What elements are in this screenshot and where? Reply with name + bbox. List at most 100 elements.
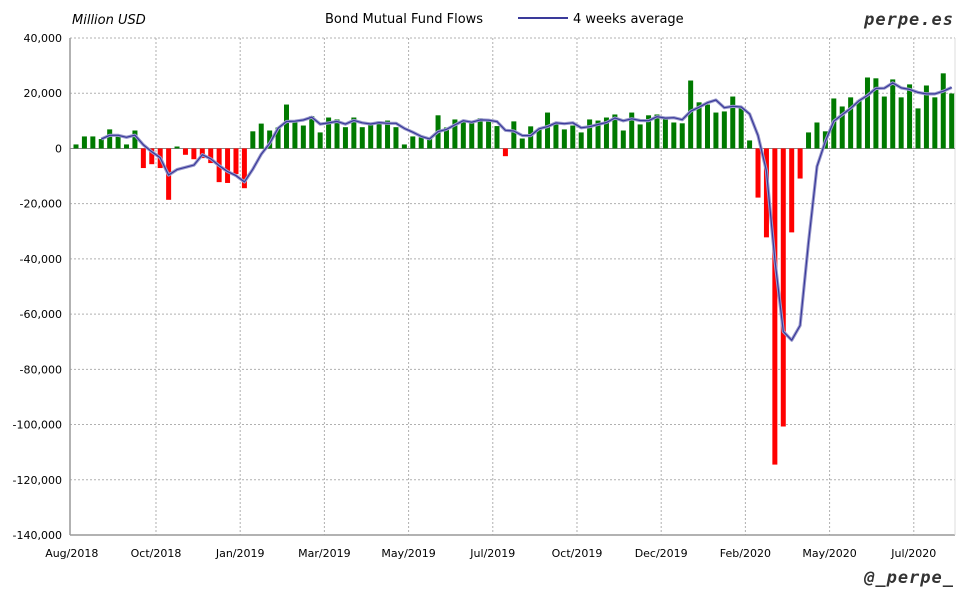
flow-bar xyxy=(460,120,466,149)
flow-bar xyxy=(907,84,913,149)
x-axis-ticks: Aug/2018 Oct/2018 Jan/2019 Mar/2019 May/2019… xyxy=(45,547,936,560)
flow-bar xyxy=(292,122,298,149)
flow-bar xyxy=(494,126,500,149)
flow-bar xyxy=(267,130,273,149)
flow-bar xyxy=(570,125,576,149)
flow-bar xyxy=(696,102,702,149)
x-tick-label: Aug/2018 xyxy=(45,547,98,560)
y-axis-ticks: 40,000 20,000 0 -20,000 -40,000 -60,000 -80,00… xyxy=(13,32,62,542)
flow-bar xyxy=(671,122,677,149)
flow-bar xyxy=(317,132,323,149)
flow-bar xyxy=(763,148,769,238)
flow-bar xyxy=(368,124,374,149)
flow-bar xyxy=(595,120,601,149)
flow-bar xyxy=(140,148,146,169)
flow-bar xyxy=(646,115,652,149)
x-tick-label: May/2020 xyxy=(802,547,856,560)
flow-bar xyxy=(258,123,264,149)
flow-bar xyxy=(452,119,458,149)
flow-bar xyxy=(949,93,955,149)
y-tick-label: -20,000 xyxy=(20,198,62,211)
x-tick-label: Oct/2018 xyxy=(131,547,182,560)
y-tick-label: 40,000 xyxy=(24,32,63,45)
flow-bar xyxy=(351,117,357,149)
flow-bar xyxy=(772,148,778,465)
flow-bar xyxy=(107,129,113,149)
flow-bar xyxy=(873,78,879,149)
flow-bar xyxy=(225,148,231,183)
y-tick-label: 20,000 xyxy=(24,87,63,100)
grid xyxy=(69,37,956,536)
flow-bar xyxy=(208,148,214,164)
flow-bar xyxy=(738,107,744,149)
flow-bar xyxy=(789,148,795,233)
credit-watermark: @_perpe_ xyxy=(863,568,954,588)
flow-bar xyxy=(309,116,315,149)
flow-bar xyxy=(300,125,306,149)
flow-bar xyxy=(241,148,247,189)
flow-bar xyxy=(620,130,626,149)
x-tick-label: Jan/2019 xyxy=(215,547,265,560)
flow-bar xyxy=(654,114,660,149)
flow-bar xyxy=(755,148,761,198)
flow-bar xyxy=(233,148,239,175)
y-tick-label: -100,000 xyxy=(13,419,62,432)
flow-bar xyxy=(359,127,365,149)
y-tick-label: -60,000 xyxy=(20,308,62,321)
flow-bar xyxy=(418,137,424,149)
flow-bar xyxy=(932,97,938,149)
x-tick-label: Dec/2019 xyxy=(635,547,688,560)
average-line xyxy=(100,81,953,342)
flow-bar xyxy=(915,108,921,149)
flow-bar xyxy=(797,148,803,179)
flow-bar xyxy=(814,122,820,149)
flow-bar xyxy=(124,144,130,149)
flow-bar xyxy=(578,132,584,149)
y-tick-label: -40,000 xyxy=(20,253,62,266)
flow-bar xyxy=(856,100,862,149)
legend-label-average: 4 weeks average xyxy=(573,12,684,27)
x-tick-label: Feb/2020 xyxy=(720,547,771,560)
flow-bar xyxy=(587,119,593,149)
flow-bar xyxy=(410,136,416,149)
flow-bar xyxy=(90,136,96,149)
flow-bar xyxy=(705,104,710,149)
y-axis-label: Million USD xyxy=(72,13,146,28)
flow-bar xyxy=(662,118,668,149)
flow-bar xyxy=(637,124,643,149)
flow-bar xyxy=(780,148,786,427)
x-tick-label: Jul/2020 xyxy=(890,547,936,560)
flow-bar xyxy=(713,112,719,149)
flow-bar xyxy=(284,104,289,149)
flow-bar xyxy=(923,85,929,149)
flow-bar xyxy=(721,111,727,149)
flow-bar xyxy=(528,126,534,149)
y-tick-label: -140,000 xyxy=(13,529,62,542)
flow-bar xyxy=(469,121,475,149)
chart-title: Bond Mutual Fund Flows xyxy=(325,12,483,27)
flow-bar xyxy=(342,127,348,149)
flow-bar xyxy=(182,148,188,155)
flow-bar xyxy=(174,146,180,149)
flow-bar xyxy=(81,136,87,149)
y-tick-label: 0 xyxy=(55,142,62,155)
x-tick-label: Mar/2019 xyxy=(298,547,350,560)
flow-bar xyxy=(334,119,340,149)
flow-bar xyxy=(553,123,559,149)
source-watermark: perpe.es xyxy=(863,10,954,30)
x-tick-label: Oct/2019 xyxy=(552,547,603,560)
flow-bar xyxy=(561,129,567,149)
flow-bar xyxy=(679,123,685,149)
flow-bar xyxy=(401,144,407,149)
flow-bar xyxy=(443,127,449,149)
flow-bar xyxy=(603,117,609,149)
flow-bar xyxy=(890,79,896,149)
flow-bar xyxy=(839,106,845,149)
flow-bar xyxy=(730,96,736,149)
flow-bar xyxy=(747,140,753,149)
flow-bar xyxy=(502,148,508,157)
flow-bar xyxy=(477,118,483,149)
flow-bar xyxy=(881,96,887,149)
flow-bar xyxy=(250,131,256,149)
